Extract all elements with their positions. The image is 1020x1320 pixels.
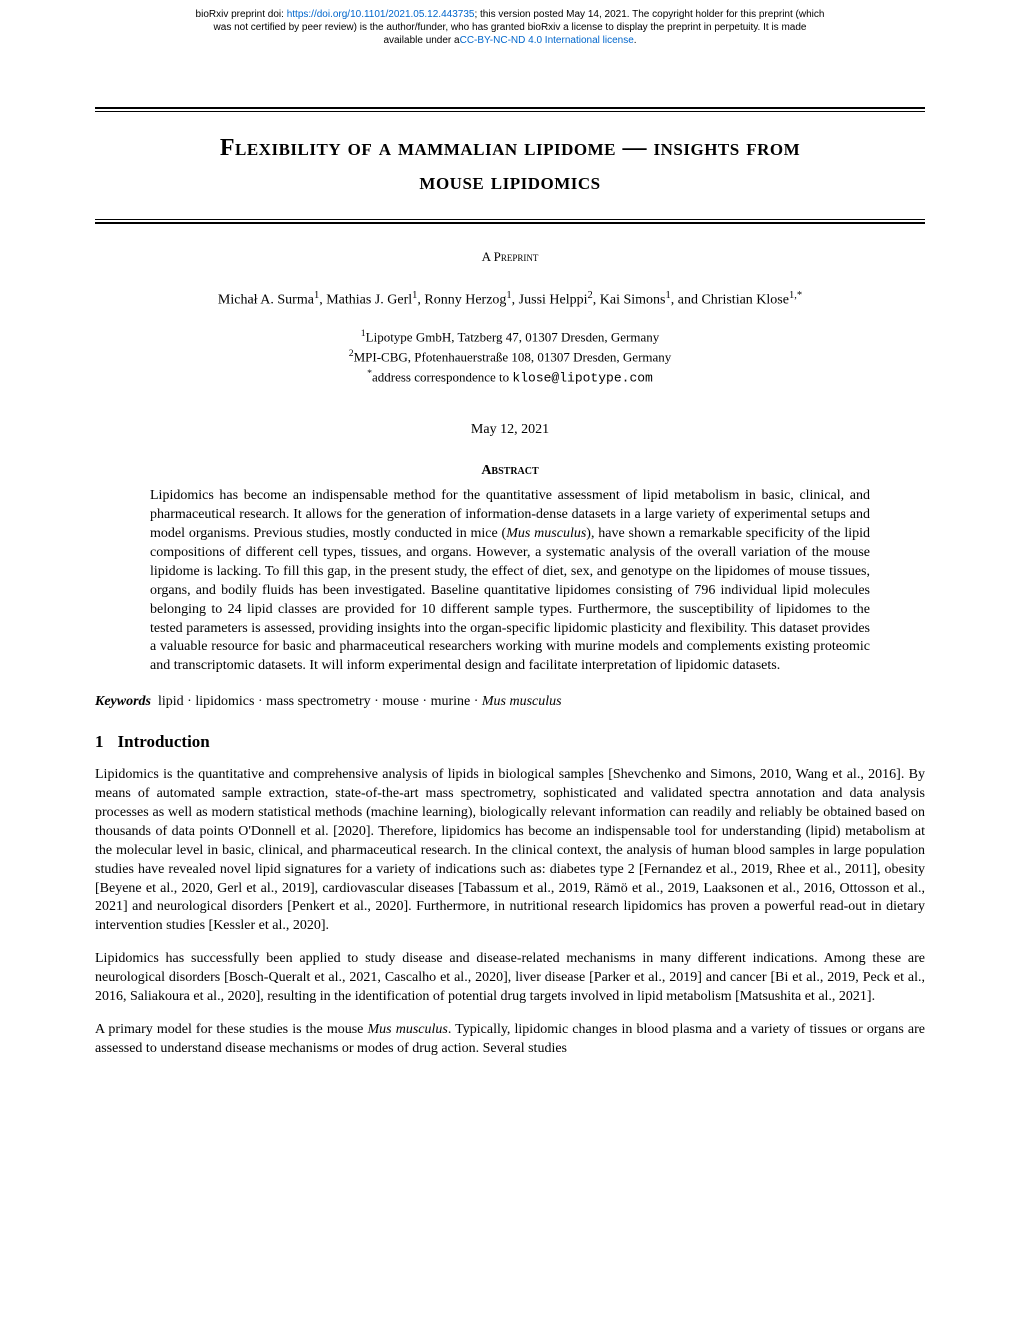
affiliation-2: MPI-CBG, Pfotenhauerstraße 108, 01307 Dr…	[354, 349, 672, 364]
intro-para-1: Lipidomics is the quantitative and compr…	[95, 766, 925, 936]
title-line-1: Flexibility of a mammalian lipidome — in…	[220, 135, 800, 161]
banner-text-1b: ; this version posted May 14, 2021. The …	[474, 9, 824, 20]
banner-text-3a: available under a	[383, 35, 459, 46]
section-1-title: Introduction	[118, 732, 210, 751]
correspondence-pre: address correspondence to	[372, 369, 512, 384]
page-content: Flexibility of a mammalian lipidome — in…	[0, 47, 1020, 1111]
license-link[interactable]: CC-BY-NC-ND 4.0 International license	[460, 35, 634, 46]
section-1-number: 1	[95, 732, 104, 751]
banner-text-2: was not certified by peer review) is the…	[214, 22, 807, 33]
title-rule-bottom	[95, 219, 925, 224]
keywords-text: lipid · lipidomics · mass spectrometry ·…	[151, 694, 562, 709]
title-line-2: mouse lipidomics	[419, 169, 600, 195]
correspondence-email: klose@lipotype.com	[512, 370, 652, 385]
intro-para-3: A primary model for these studies is the…	[95, 1021, 925, 1059]
preprint-label: A Preprint	[95, 249, 925, 265]
doi-link[interactable]: https://doi.org/10.1101/2021.05.12.44373…	[287, 9, 475, 20]
title-rule-top	[95, 107, 925, 112]
preprint-banner: bioRxiv preprint doi: https://doi.org/10…	[0, 0, 1020, 47]
abstract-heading: Abstract	[95, 463, 925, 479]
affiliations: 1Lipotype GmbH, Tatzberg 47, 01307 Dresd…	[95, 327, 925, 387]
abstract-body: Lipidomics has become an indispensable m…	[150, 487, 870, 676]
intro-para-2: Lipidomics has successfully been applied…	[95, 950, 925, 1007]
section-1-heading: 1 Introduction	[95, 732, 925, 752]
banner-text-1: bioRxiv preprint doi:	[196, 9, 287, 20]
paper-title: Flexibility of a mammalian lipidome — in…	[95, 132, 925, 199]
banner-text-3b: .	[634, 35, 637, 46]
date: May 12, 2021	[95, 422, 925, 438]
keywords: Keywords lipid · lipidomics · mass spect…	[95, 694, 925, 710]
authors: Michał A. Surma1, Mathias J. Gerl1, Ronn…	[95, 290, 925, 309]
keywords-label: Keywords	[95, 694, 151, 709]
affiliation-1: Lipotype GmbH, Tatzberg 47, 01307 Dresde…	[366, 329, 660, 344]
